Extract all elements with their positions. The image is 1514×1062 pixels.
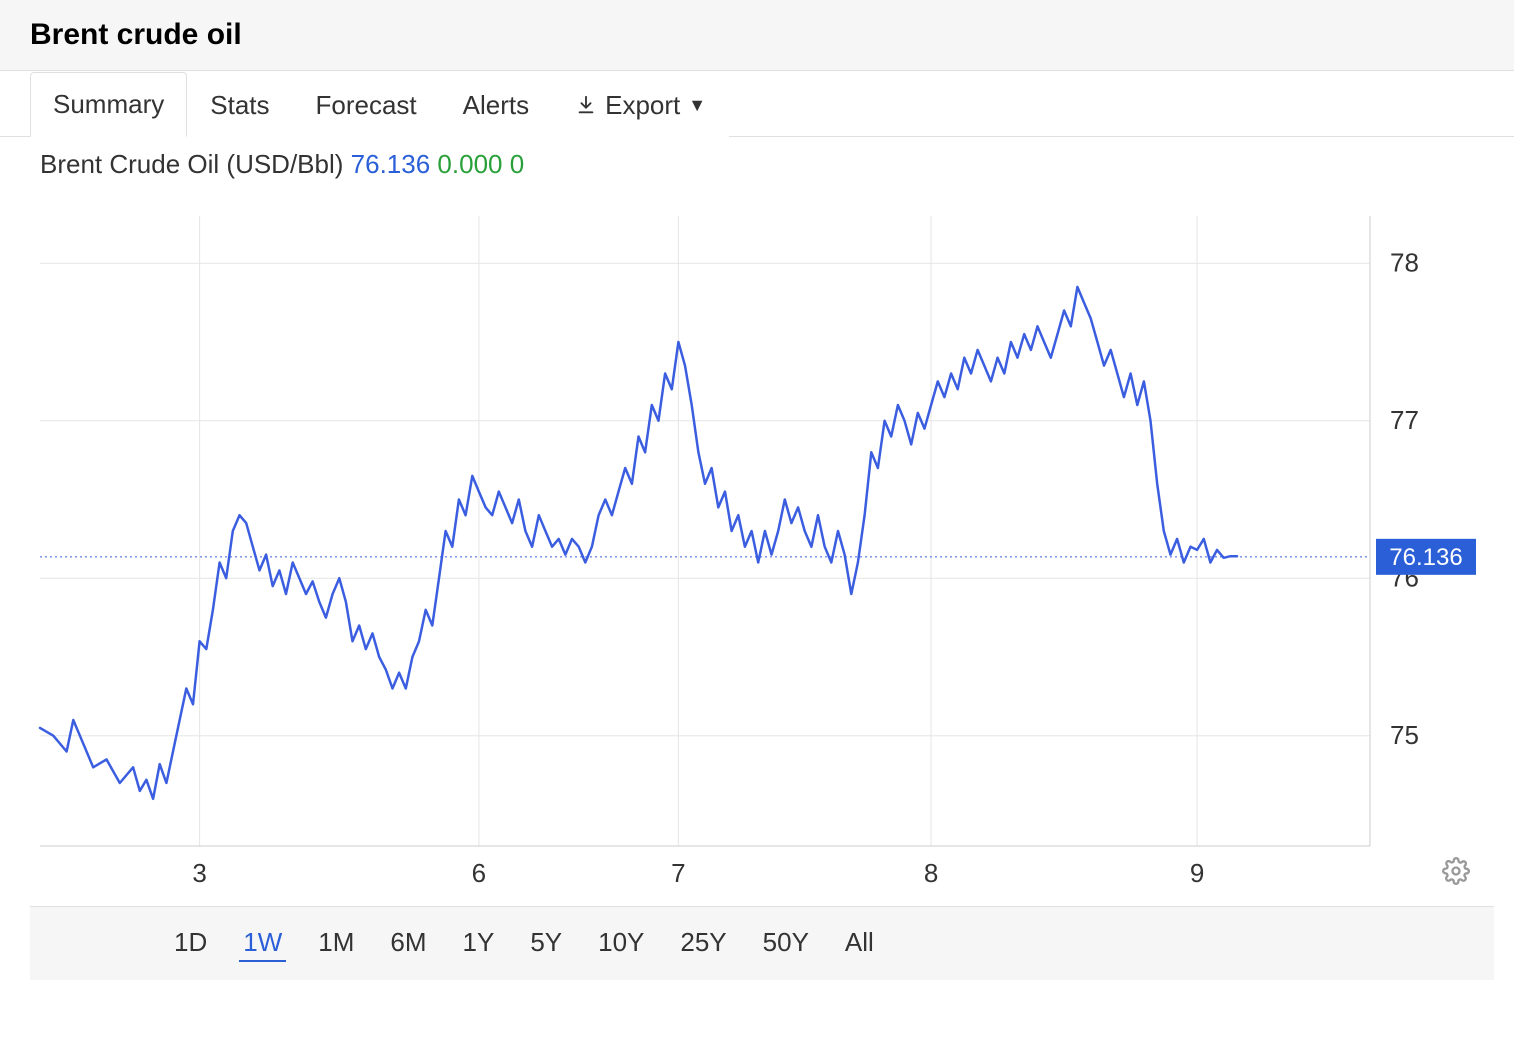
tab-stats[interactable]: Stats [187, 73, 292, 137]
range-1y[interactable]: 1Y [459, 925, 499, 962]
range-selector: 1D 1W 1M 6M 1Y 5Y 10Y 25Y 50Y All [30, 906, 1494, 980]
range-all[interactable]: All [841, 925, 878, 962]
tab-forecast[interactable]: Forecast [293, 73, 440, 137]
range-6m[interactable]: 6M [386, 925, 430, 962]
chevron-down-icon: ▼ [688, 95, 706, 116]
svg-text:3: 3 [192, 858, 206, 888]
tab-summary[interactable]: Summary [30, 72, 187, 137]
svg-text:9: 9 [1190, 858, 1204, 888]
range-1w[interactable]: 1W [239, 925, 286, 962]
page-title: Brent crude oil [30, 18, 1484, 52]
legend-name: Brent Crude Oil (USD/Bbl) [40, 149, 343, 179]
svg-text:7: 7 [671, 858, 685, 888]
svg-text:6: 6 [472, 858, 486, 888]
chart-container: 757677783678976.136 [30, 186, 1494, 906]
range-10y[interactable]: 10Y [594, 925, 648, 962]
svg-text:77: 77 [1390, 405, 1419, 435]
export-label: Export [605, 90, 680, 121]
range-1d[interactable]: 1D [170, 925, 211, 962]
range-1m[interactable]: 1M [314, 925, 358, 962]
gear-icon[interactable] [1442, 857, 1470, 890]
price-chart[interactable]: 757677783678976.136 [30, 186, 1490, 906]
svg-text:76.136: 76.136 [1389, 544, 1462, 571]
svg-text:8: 8 [924, 858, 938, 888]
range-5y[interactable]: 5Y [526, 925, 566, 962]
svg-text:75: 75 [1390, 720, 1419, 750]
tabs-row: Summary Stats Forecast Alerts Export ▼ [0, 71, 1514, 137]
export-button[interactable]: Export ▼ [552, 73, 729, 137]
legend-price: 76.136 [351, 149, 431, 179]
tab-alerts[interactable]: Alerts [440, 73, 552, 137]
chart-legend: Brent Crude Oil (USD/Bbl) 76.136 0.000 0 [0, 137, 1514, 180]
svg-text:78: 78 [1390, 247, 1419, 277]
header-bar: Brent crude oil [0, 0, 1514, 71]
legend-change: 0.000 0 [437, 149, 524, 179]
range-50y[interactable]: 50Y [759, 925, 813, 962]
download-icon [575, 94, 597, 116]
range-25y[interactable]: 25Y [676, 925, 730, 962]
